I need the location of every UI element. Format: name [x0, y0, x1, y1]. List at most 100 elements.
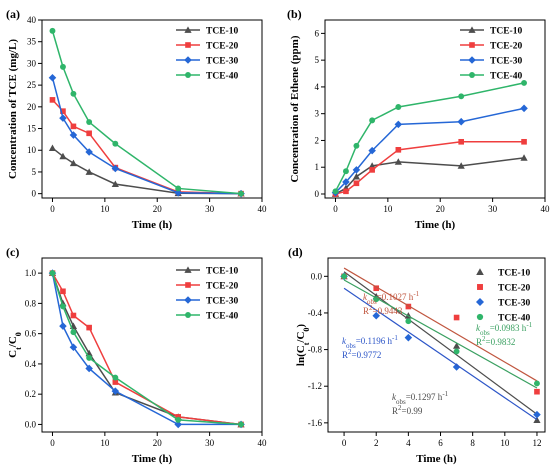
k-value: =0.0983 h [490, 323, 527, 333]
legend-label: TCE-30 [206, 57, 238, 67]
r2-annotation: R2=0.99 [392, 404, 423, 416]
y-tick-label: 0.4 [25, 359, 37, 369]
obs-subscript: obs [346, 342, 356, 350]
y-tick-label: 25 [27, 80, 37, 90]
obs-subscript: obs [367, 298, 377, 306]
data-point [48, 73, 57, 82]
r-squared-exponent: 2 [398, 404, 402, 412]
subscript: 0 [302, 328, 311, 332]
data-point [395, 147, 402, 153]
legend-label: TCE-20 [206, 42, 238, 52]
legend-marker [185, 42, 191, 48]
series-tce-30 [48, 73, 245, 198]
x-tick-label: 12 [532, 438, 541, 448]
data-point [332, 188, 339, 195]
x-tick-label: 20 [153, 204, 163, 214]
data-point [238, 190, 244, 197]
data-point [48, 144, 57, 151]
legend: TCE-10 TCE-20 TCE-30 TCE-40 [176, 26, 238, 82]
y-tick-label: 30 [27, 58, 37, 68]
data-point [343, 188, 349, 195]
data-point [534, 388, 540, 395]
subscript: 0 [14, 332, 23, 336]
plot-frame [41, 19, 263, 199]
series-tce-40 [332, 79, 527, 195]
label-part: ) [295, 324, 307, 328]
data-point [353, 180, 360, 187]
y-tick-label: -1.2 [308, 381, 322, 391]
x-tick-label: 10 [100, 204, 110, 214]
data-point [404, 333, 413, 342]
data-point [452, 342, 461, 349]
data-point [60, 108, 66, 114]
series-tce-20 [49, 97, 244, 197]
series-tce-10 [48, 144, 245, 197]
fit-line [343, 287, 538, 421]
legend-marker [469, 42, 475, 48]
x-tick-label: 0 [50, 204, 55, 214]
y-tick-label: 2 [315, 135, 320, 145]
data-point [112, 374, 119, 381]
data-point [49, 27, 56, 34]
y-axis-label: Concentration of Ethene (ppm) [289, 35, 301, 182]
data-point [533, 416, 541, 423]
data-point [342, 178, 350, 186]
data-point [85, 148, 93, 156]
data-point [86, 324, 92, 331]
data-point [353, 142, 360, 149]
data-point [457, 117, 465, 126]
data-point [175, 185, 182, 192]
subscript: t [14, 347, 23, 350]
y-tick-label: 1 [315, 162, 320, 172]
data-point [112, 140, 119, 147]
x-tick-label: 40 [258, 204, 268, 214]
data-point [520, 154, 528, 161]
legend: TCE-10 TCE-20 TCE-30 TCE-40 [476, 268, 530, 324]
unit-exponent: -1 [526, 321, 532, 329]
data-point [70, 123, 77, 130]
legend-marker [476, 298, 484, 306]
unit-exponent: -1 [442, 390, 448, 398]
data-point [405, 318, 412, 325]
x-tick-label: 20 [436, 204, 446, 214]
label-part: ln(C [295, 345, 307, 366]
x-tick-label: 10 [500, 438, 510, 448]
x-tick-label: 20 [153, 438, 163, 448]
data-point [534, 380, 540, 387]
fit-line [343, 267, 538, 382]
obs-subscript: obs [396, 398, 406, 406]
data-point [369, 117, 376, 124]
legend-marker [476, 268, 484, 276]
plot-frame [327, 257, 546, 433]
x-tick-label: 10 [383, 204, 393, 214]
legend-label: TCE-40 [206, 312, 238, 322]
data-point [533, 410, 541, 419]
series-line [51, 99, 242, 195]
data-point [69, 159, 78, 167]
unit-exponent: -1 [392, 334, 398, 342]
data-point [70, 90, 77, 97]
x-tick-label: 0 [333, 204, 338, 214]
y-tick-label: 0.8 [25, 298, 37, 308]
x-tick-label: 40 [541, 204, 550, 214]
series-line [334, 82, 525, 192]
series-tce-20 [49, 270, 244, 428]
k-symbol: k [363, 292, 368, 302]
data-point [60, 63, 66, 70]
data-point [111, 387, 120, 395]
legend-label: TCE-20 [498, 284, 530, 294]
k-obs-annotation: kobs=0.1196 h-1 [342, 334, 398, 350]
data-point [59, 322, 67, 330]
legend-marker [477, 284, 483, 290]
y-axis-label: ln(Ct/C0) [295, 324, 311, 366]
legend-marker [185, 282, 191, 288]
panel-d: 0 2 4 6 8 10 12 0.0 -0.4 -0.8 -1.2 -1.6 (d) Time (h) l… [288, 245, 546, 465]
k-value: =0.1027 h [377, 292, 414, 302]
plot-frame [41, 257, 263, 433]
legend-marker [185, 312, 191, 318]
data-point [394, 120, 403, 129]
y-tick-label: 15 [27, 124, 37, 134]
legend-marker [184, 296, 192, 304]
legend-label: TCE-10 [206, 27, 238, 37]
unit-exponent: -1 [413, 290, 419, 298]
